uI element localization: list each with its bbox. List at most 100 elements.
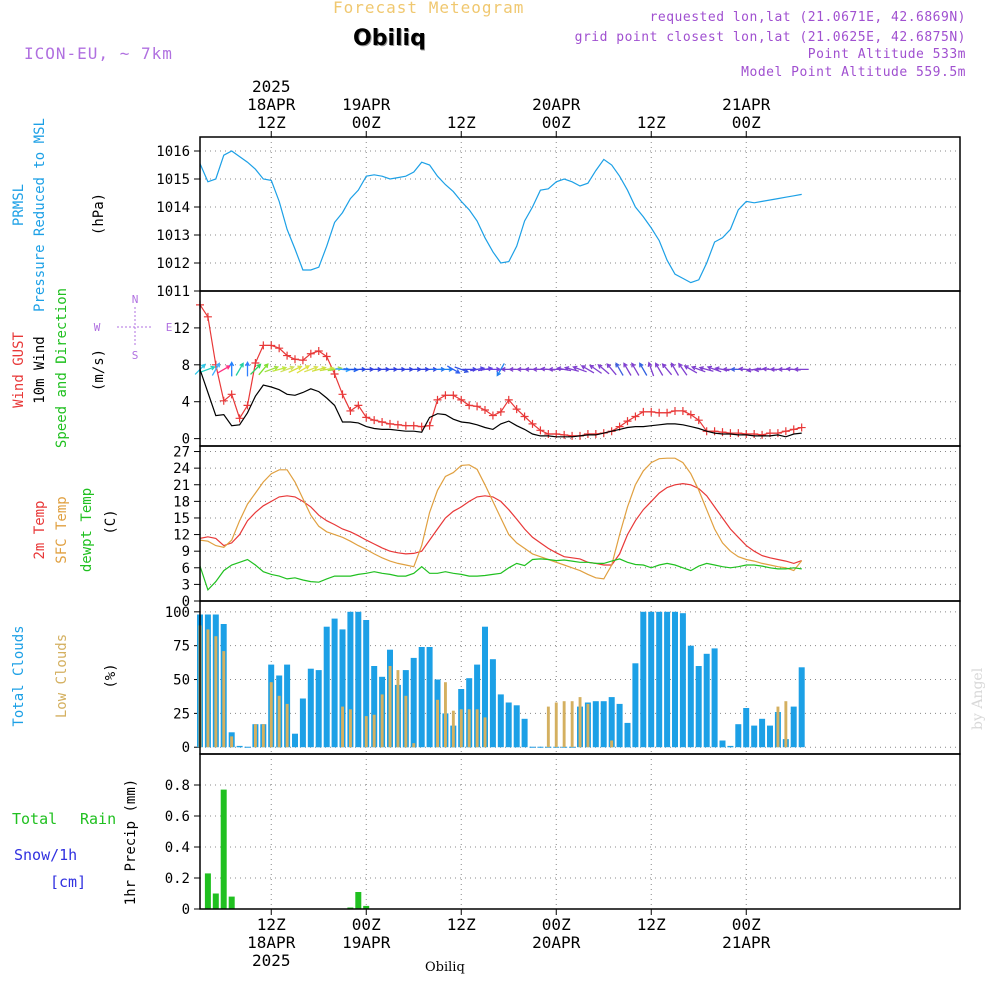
gust-marker [742,430,751,439]
low-cloud-bar [483,717,487,748]
gust-marker [393,420,402,429]
wind-arrow [597,364,610,375]
low-cloud-bar [570,701,574,748]
gust-marker [710,427,719,436]
gust-marker [773,429,782,438]
low-cloud-bar [254,724,257,748]
low-cloud-bar [261,724,265,748]
top-time-label: 00Z [542,113,571,132]
bottom-time-label: 12Z [637,915,666,934]
gust-marker [544,430,553,439]
y-tick-label: 25 [173,706,190,722]
wind-arrow [606,363,617,376]
bottom-time-label: 2025 [252,951,291,970]
low-cloud-bar [277,695,281,748]
wind-arrow [211,362,220,376]
total-cloud-bar [664,611,671,748]
total-cloud-bar [672,611,678,748]
bottom-time-label: 12Z [447,915,476,934]
gust-marker [647,407,656,416]
low-cloud-bar [206,629,210,748]
wind-arrow [698,366,714,372]
total-cloud-bar [347,611,354,748]
total-cloud-bar [410,657,417,748]
total-cloud-bar [513,705,520,748]
rain-bar [220,789,227,909]
temperature-series-line [199,558,802,592]
gust-marker [401,421,410,430]
compass-n: N [132,293,139,306]
gust-marker [298,356,307,365]
gust-marker [781,427,790,436]
point-altitude: Point Altitude 533m [807,47,966,62]
wind-arrow [264,365,280,373]
y-tick-label: 0.4 [165,840,190,856]
bottom-time-label: 18APR [247,933,296,952]
gust-marker [386,419,394,428]
footer-station: Obiliq [425,960,465,975]
y-tick-label: 27 [173,445,190,461]
gust-marker [283,351,292,360]
gust-marker [275,344,284,353]
rain-bar [228,896,235,909]
chart-title: Forecast Meteogram [333,0,525,17]
precip-snow-unit: [cm] [50,873,86,891]
total-cloud-bar [624,722,631,748]
y-tick-label: 0.2 [165,871,190,887]
wind-arrow [706,365,722,373]
wind-arrow [580,365,595,374]
temp-sfc-label: SFC Temp [54,496,70,563]
low-cloud-bar [222,651,226,748]
low-cloud-bar [546,706,550,748]
low-cloud-bar [475,709,479,748]
wind-arrow [245,361,250,377]
low-cloud-bar [372,714,376,748]
low-cloud-bar [404,695,408,748]
total-cloud-bar [331,618,338,748]
top-time-label: 12Z [637,113,666,132]
wind-10m-label: 10m Wind [32,336,48,403]
gust-marker [623,417,632,426]
wind-arrow [446,365,461,374]
wind-arrow [793,366,809,372]
gust-marker [409,421,418,430]
gust-marker [457,395,466,404]
precip-unit: 1hr Precip (mm) [123,779,139,905]
total-cloud-bar [315,670,322,748]
gust-marker [520,412,529,421]
top-time-label: 2025 [252,77,291,96]
top-time-label: 00Z [352,113,381,132]
pressure-label-full: Pressure Reduced to MSL [32,118,48,312]
y-tick-label: 75 [173,639,190,655]
wind-arrow [288,365,303,373]
rain-bar [212,893,219,909]
wind-arrow [683,365,698,374]
gust-marker [663,408,672,417]
bottom-time-label: 21APR [722,933,771,952]
low-clouds-label: Low Clouds [54,634,70,718]
gust-marker [235,414,244,423]
total-cloud-bar [727,745,734,748]
gust-marker [227,390,236,399]
top-time-label: 19APR [342,95,391,114]
total-cloud-bar [703,653,710,748]
low-cloud-bar [467,709,471,748]
total-cloud-bar [307,668,314,748]
total-cloud-bar [719,740,726,748]
top-time-label: 12Z [447,113,476,132]
y-tick-label: 12 [173,321,190,337]
gust-marker [433,395,442,404]
y-tick-label: 1012 [156,256,190,272]
model-label: ICON-EU, ~ 7km [24,44,173,63]
wind-arrow [250,363,262,375]
gust-marker [449,391,458,400]
gust-marker [694,416,703,425]
y-tick-label: 0.8 [165,778,190,794]
gust-marker [583,430,592,439]
gust-marker [473,402,482,411]
gust-marker [789,425,798,434]
gust-marker [678,406,687,415]
total-cloud-bar [679,613,686,748]
gust-marker [504,395,513,404]
panel-frame [199,445,961,602]
